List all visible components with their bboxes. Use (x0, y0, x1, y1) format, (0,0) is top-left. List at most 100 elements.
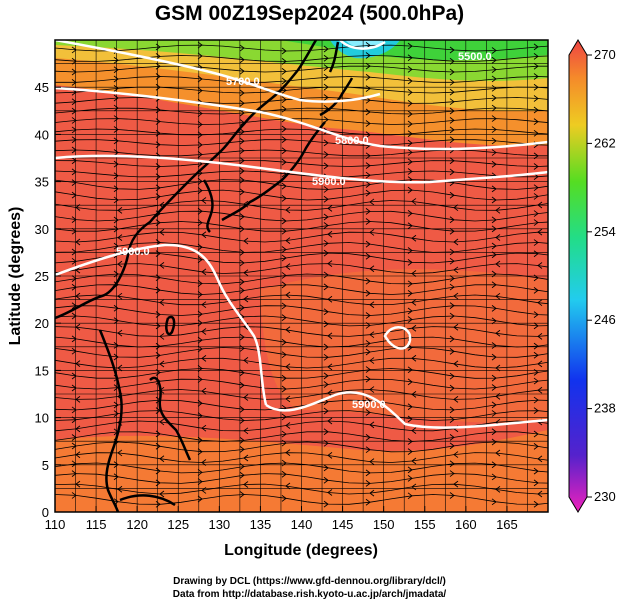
streamline-arrow (365, 340, 371, 347)
streamline-arrow (239, 345, 245, 352)
streamline-arrow (71, 335, 77, 343)
y-tick-label: 45 (35, 80, 49, 95)
streamline-arrow (155, 351, 161, 359)
streamline-arrow (197, 187, 203, 194)
streamline-arrow (365, 52, 371, 59)
streamline-arrow (449, 46, 455, 54)
streamline-arrow (365, 375, 371, 383)
streamline (55, 179, 548, 190)
streamline-arrow (449, 168, 455, 176)
streamline-arrow (323, 372, 329, 380)
streamline-arrow (453, 360, 459, 368)
y-tick-label: 40 (35, 127, 49, 142)
streamline-arrow (453, 396, 459, 403)
streamline-arrow (75, 480, 81, 488)
streamline-arrow (75, 323, 81, 331)
streamline-arrow (533, 83, 539, 91)
streamline-arrow (113, 473, 119, 481)
streamline (55, 273, 548, 285)
streamline-arrow (71, 470, 77, 477)
streamline-arrow (239, 56, 245, 64)
streamline-arrow (281, 136, 287, 143)
streamline-arrow (71, 46, 77, 54)
streamline-arrow (491, 317, 497, 325)
streamline-arrow (453, 238, 459, 246)
streamline (55, 252, 548, 264)
streamline-arrow (155, 193, 161, 200)
streamline-arrow (285, 291, 291, 299)
streamline-arrow (411, 390, 417, 398)
streamline (55, 284, 548, 295)
streamline-arrow (113, 317, 119, 325)
y-tick-label: 5 (42, 458, 49, 473)
y-tick-label: 20 (35, 316, 49, 331)
streamline-arrow (323, 308, 329, 316)
streamline-arrow (239, 137, 245, 145)
streamline-arrow (281, 227, 287, 235)
streamline-arrow (453, 292, 459, 300)
streamline-arrow (449, 442, 455, 450)
streamline-arrow (449, 283, 455, 291)
streamline-arrow (155, 73, 161, 80)
streamline-arrow (323, 64, 329, 71)
streamline-arrow (243, 357, 249, 364)
streamline-arrow (281, 413, 287, 421)
streamline-arrow (533, 500, 539, 508)
streamline-arrow (407, 168, 413, 175)
streamline (55, 97, 548, 104)
streamline-arrow (407, 222, 413, 230)
streamline (55, 221, 548, 232)
streamline-arrow (239, 225, 245, 233)
streamline-arrow (365, 397, 371, 405)
streamline-arrow (407, 475, 413, 482)
streamline-arrow (365, 131, 371, 139)
streamline-arrow (113, 410, 119, 417)
streamline (55, 118, 548, 125)
streamline-arrow (495, 206, 501, 214)
contour-label-5500: 5500.0 (458, 51, 492, 63)
streamline-arrow (449, 88, 455, 96)
streamline-arrow (495, 392, 501, 400)
streamline-arrow (71, 179, 77, 186)
coastline-sakhalin (328, 41, 340, 73)
streamline-arrow (449, 492, 455, 499)
streamline-arrow (323, 239, 329, 247)
streamline-arrow (533, 274, 539, 282)
streamline-arrow (365, 409, 371, 416)
streamline-arrow (323, 54, 329, 62)
x-tick-label: 120 (126, 517, 148, 532)
coastline-borneo (119, 494, 176, 507)
contour-ring (383, 326, 412, 350)
streamline-arrow (113, 149, 119, 156)
streamline-arrow (117, 234, 123, 241)
streamline-arrow (533, 43, 539, 51)
streamline-arrow (407, 247, 413, 254)
streamline-arrow (491, 225, 497, 233)
contour-label-5900-sw: 5900.0 (116, 246, 150, 258)
y-tick-label: 10 (35, 411, 49, 426)
streamline-arrow (495, 449, 501, 457)
streamline-arrow (155, 219, 161, 227)
streamline-arrow (239, 213, 245, 221)
streamline-arrow (239, 304, 245, 312)
streamline-arrow (71, 460, 77, 468)
streamline-arrow (197, 141, 203, 149)
streamline-arrow (323, 381, 329, 388)
streamline-arrow (491, 196, 497, 204)
streamline-arrow (197, 319, 203, 327)
streamline-arrow (491, 353, 497, 361)
streamline-arrow (453, 323, 459, 331)
streamline-arrow (407, 403, 413, 411)
streamline-arrow (159, 228, 165, 236)
streamline-arrow (243, 394, 249, 401)
streamline-arrow (491, 342, 497, 349)
streamline-arrow (155, 342, 161, 350)
streamline-arrow (243, 481, 249, 488)
streamline-arrow (113, 137, 119, 145)
streamline (55, 462, 548, 474)
streamline-arrow (281, 459, 287, 467)
streamline-arrow (533, 311, 539, 318)
coastline-mainland (55, 40, 318, 320)
streamline (55, 336, 548, 348)
